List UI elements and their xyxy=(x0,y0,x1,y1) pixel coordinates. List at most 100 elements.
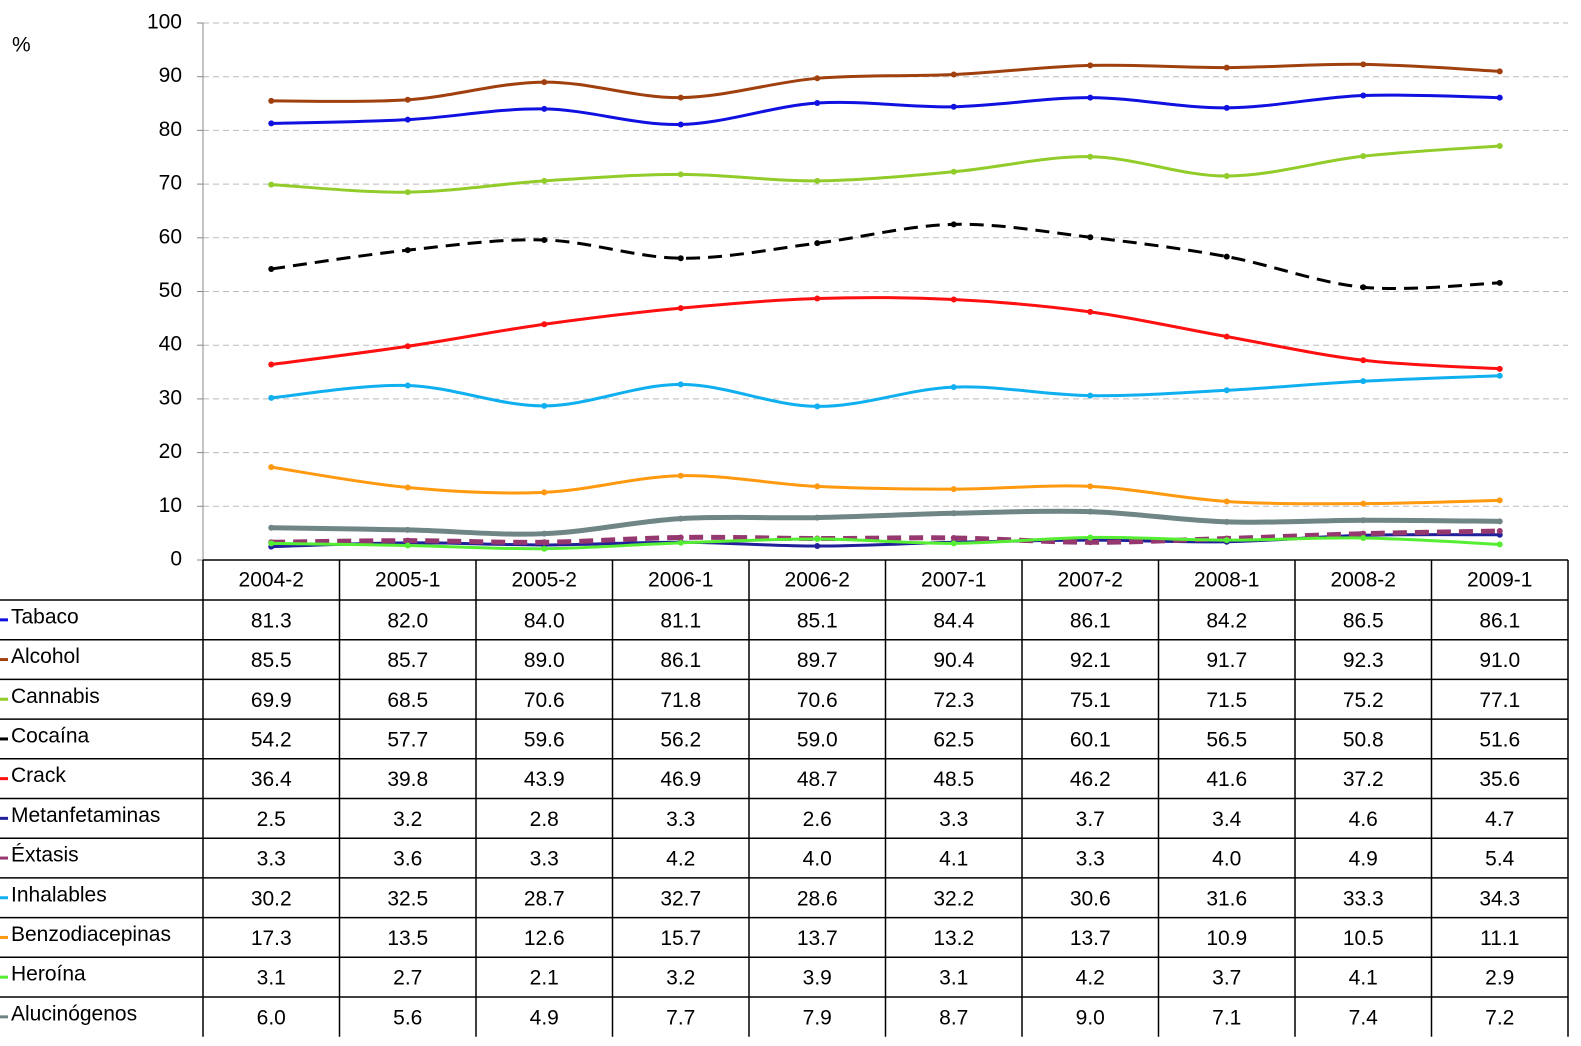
table-cell: 36.4 xyxy=(251,768,292,791)
series-line xyxy=(271,62,1500,103)
point xyxy=(541,402,548,409)
table-cell: 3.1 xyxy=(257,967,286,990)
table-cell: 59.0 xyxy=(797,728,838,751)
point xyxy=(541,79,548,86)
y-axis-label: % xyxy=(12,34,31,57)
point xyxy=(541,539,548,546)
table-cell: 4.9 xyxy=(530,1006,559,1029)
table-cell: 37.2 xyxy=(1343,768,1384,791)
table-cell: 92.1 xyxy=(1070,649,1111,672)
series-line xyxy=(271,296,1500,371)
point xyxy=(814,100,821,107)
point xyxy=(950,221,957,228)
y-tick-label: 20 xyxy=(159,440,182,463)
point xyxy=(268,97,275,104)
y-tick-label: 70 xyxy=(159,172,182,195)
table-cell: 43.9 xyxy=(524,768,565,791)
legend-label: Tabaco xyxy=(11,605,79,628)
point xyxy=(1087,234,1094,241)
table-cell: 57.7 xyxy=(387,728,428,751)
table-cell: 46.9 xyxy=(660,768,701,791)
table-cell: 30.6 xyxy=(1070,887,1111,910)
table-cell: 2.1 xyxy=(530,967,559,990)
point xyxy=(1360,534,1367,541)
table-cell: 91.7 xyxy=(1206,649,1247,672)
point xyxy=(1360,61,1367,68)
point xyxy=(1496,541,1503,548)
table-cell: 48.5 xyxy=(933,768,974,791)
table-cell: 2.8 xyxy=(530,808,559,831)
table-cell: 3.2 xyxy=(393,808,422,831)
point xyxy=(268,394,275,401)
point xyxy=(1087,308,1094,315)
table-cell: 86.1 xyxy=(1479,609,1520,632)
point xyxy=(268,265,275,272)
table-cell: 85.1 xyxy=(797,609,838,632)
table-cell: 33.3 xyxy=(1343,887,1384,910)
y-tick-label: 100 xyxy=(147,11,182,34)
point xyxy=(1223,64,1230,71)
point xyxy=(1087,153,1094,160)
legend-label: Cocaína xyxy=(11,724,90,747)
point xyxy=(1360,517,1367,524)
table-cell: 91.0 xyxy=(1479,649,1520,672)
table-cell: 4.7 xyxy=(1485,808,1514,831)
point xyxy=(1496,518,1503,525)
table-cell: 4.0 xyxy=(803,848,832,871)
x-tick-label: 2005-1 xyxy=(375,569,440,592)
point xyxy=(814,483,821,490)
table-cell: 39.8 xyxy=(387,768,428,791)
point xyxy=(541,321,548,328)
point xyxy=(404,116,411,123)
point xyxy=(677,539,684,546)
point xyxy=(1087,483,1094,490)
point xyxy=(268,464,275,471)
table-cell: 11.1 xyxy=(1480,927,1519,950)
point xyxy=(1223,518,1230,525)
table-cell: 3.1 xyxy=(939,967,968,990)
point xyxy=(404,343,411,350)
table-cell: 68.5 xyxy=(387,689,428,712)
point xyxy=(1087,534,1094,541)
table-cell: 3.3 xyxy=(257,848,286,871)
table-cell: 6.0 xyxy=(257,1006,286,1029)
point xyxy=(268,120,275,127)
point xyxy=(404,542,411,549)
table-cell: 84.2 xyxy=(1206,609,1247,632)
series-line xyxy=(271,222,1500,290)
point xyxy=(541,177,548,184)
point xyxy=(950,103,957,110)
point xyxy=(1496,94,1503,101)
legend-label: Metanfetaminas xyxy=(11,804,160,827)
legend-label: Alucinógenos xyxy=(11,1002,137,1025)
table-cell: 13.7 xyxy=(1070,927,1111,950)
point xyxy=(677,381,684,388)
point xyxy=(541,530,548,537)
table-cell: 70.6 xyxy=(797,689,838,712)
table-cell: 81.1 xyxy=(660,609,701,632)
table-cell: 85.7 xyxy=(387,649,428,672)
series-line xyxy=(271,465,1500,506)
point xyxy=(1496,528,1503,535)
point xyxy=(1223,387,1230,394)
table-cell: 4.9 xyxy=(1349,848,1378,871)
table-cell: 9.0 xyxy=(1076,1006,1105,1029)
table-cell: 10.9 xyxy=(1206,927,1247,950)
table-cell: 28.6 xyxy=(797,887,838,910)
legend-label: Crack xyxy=(11,764,66,787)
x-tick-label: 2007-2 xyxy=(1058,569,1123,592)
point xyxy=(404,247,411,254)
point xyxy=(404,526,411,533)
table-cell: 10.5 xyxy=(1343,927,1384,950)
point xyxy=(404,382,411,389)
table-cell: 7.1 xyxy=(1212,1006,1241,1029)
table-cell: 2.7 xyxy=(393,967,422,990)
table-cell: 3.4 xyxy=(1212,808,1242,831)
x-tick-label: 2006-2 xyxy=(785,569,850,592)
point xyxy=(1360,378,1367,385)
point xyxy=(677,305,684,312)
point xyxy=(1223,253,1230,260)
point xyxy=(814,514,821,521)
x-tick-label: 2004-2 xyxy=(239,569,304,592)
table-cell: 32.5 xyxy=(387,887,428,910)
